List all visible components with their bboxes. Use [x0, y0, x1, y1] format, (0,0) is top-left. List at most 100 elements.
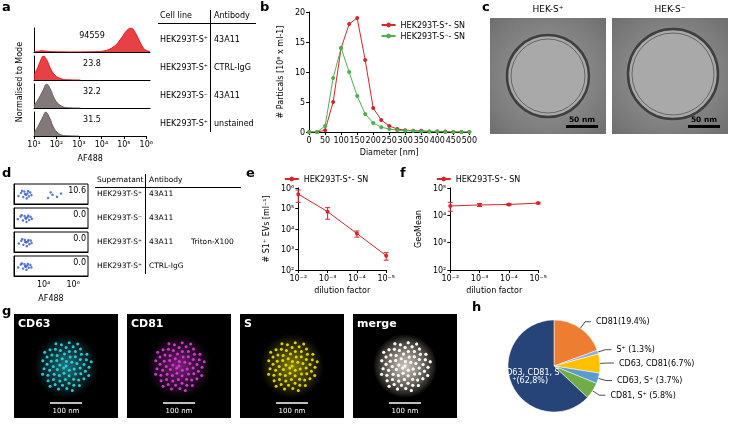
svg-text:CD63, S⁺ (3.7%): CD63, S⁺ (3.7%)	[617, 376, 682, 385]
svg-text:10⁻⁵: 10⁻⁵	[529, 274, 547, 283]
svg-text:HEK293T-S⁺- SN: HEK293T-S⁺- SN	[456, 175, 520, 184]
svg-text:S⁺ (1.3%): S⁺ (1.3%)	[616, 345, 654, 354]
svg-text:Normalised to Mode: Normalised to Mode	[15, 42, 24, 122]
svg-text:AF488: AF488	[38, 294, 63, 303]
svg-text:10⁶: 10⁶	[67, 280, 80, 289]
svg-text:10⁻²: 10⁻²	[441, 274, 459, 283]
html-text:HEK293T-S⁺: HEK293T-S⁺	[97, 261, 142, 271]
svg-text:10³: 10³	[433, 238, 446, 247]
svg-text:10⁻²: 10⁻²	[289, 274, 307, 283]
svg-text:10⁶: 10⁶	[281, 184, 294, 193]
svg-text:31.5: 31.5	[83, 115, 101, 124]
svg-text:# Particals [10⁸ x ml-1]: # Particals [10⁸ x ml-1]	[276, 26, 285, 119]
html-text:43A11: 43A11	[149, 213, 174, 223]
svg-text:10⁵: 10⁵	[117, 140, 130, 149]
svg-text:10³: 10³	[281, 245, 294, 254]
svg-text:10⁴: 10⁴	[433, 211, 446, 220]
svg-text:0: 0	[307, 136, 312, 145]
svg-text:10.6: 10.6	[68, 186, 86, 195]
html-text:Triton-X100: Triton-X100	[191, 237, 234, 247]
svg-text:10: 10	[295, 68, 305, 77]
html-text:HEK-S⁺: HEK-S⁺	[532, 4, 564, 14]
svg-text:100 nm: 100 nm	[279, 407, 306, 415]
svg-text:100 nm: 100 nm	[166, 407, 193, 415]
svg-text:CD63, CD81, S: CD63, CD81, S	[500, 367, 560, 377]
svg-text:10¹: 10¹	[27, 140, 40, 149]
svg-text:10⁻⁴: 10⁻⁴	[500, 274, 518, 283]
svg-text:GeoMean: GeoMean	[414, 210, 423, 248]
svg-text:⁺(62,8%): ⁺(62,8%)	[512, 376, 548, 385]
svg-text:10⁻³: 10⁻³	[319, 274, 337, 283]
svg-text:250: 250	[382, 136, 397, 145]
svg-text:23.8: 23.8	[83, 59, 101, 68]
svg-text:5: 5	[300, 98, 305, 107]
html-text:43A11: 43A11	[149, 237, 174, 247]
svg-text:200: 200	[366, 136, 381, 145]
html-text:b: b	[260, 0, 270, 14]
svg-text:10²: 10²	[432, 265, 447, 275]
svg-text:450: 450	[446, 136, 461, 145]
svg-text:100 nm: 100 nm	[392, 407, 419, 415]
svg-text:10⁻³: 10⁻³	[471, 274, 489, 283]
html-text:43A11: 43A11	[214, 35, 240, 44]
svg-text:HEK293T-S⁻- SN: HEK293T-S⁻- SN	[401, 32, 465, 41]
svg-text:10³: 10³	[72, 140, 85, 149]
html-text:43A11: 43A11	[149, 189, 174, 199]
svg-text:10⁻⁵: 10⁻⁵	[377, 274, 395, 283]
svg-text:Diameter [nm]: Diameter [nm]	[360, 148, 419, 157]
svg-text:dilution factor: dilution factor	[314, 286, 371, 295]
svg-text:HEK293T-S⁺- SN: HEK293T-S⁺- SN	[304, 175, 368, 184]
svg-text:S: S	[244, 317, 252, 330]
html-text:HEK-S⁻: HEK-S⁻	[654, 4, 686, 14]
svg-text:50 nm: 50 nm	[569, 115, 595, 124]
svg-text:10⁴: 10⁴	[281, 225, 294, 234]
svg-text:HEK293T-S⁺- SN: HEK293T-S⁺- SN	[401, 21, 465, 30]
html-text:h: h	[472, 299, 482, 314]
html-text:Antibody: Antibody	[214, 11, 250, 20]
svg-text:AF488: AF488	[77, 154, 102, 163]
svg-text:CD81: CD81	[131, 317, 164, 330]
svg-text:dilution factor: dilution factor	[466, 286, 523, 295]
svg-text:CD63, CD81(6.7%): CD63, CD81(6.7%)	[619, 359, 695, 368]
html-text:d: d	[2, 165, 12, 180]
svg-text:350: 350	[414, 136, 429, 145]
svg-text:10⁵: 10⁵	[433, 184, 446, 193]
svg-text:50 nm: 50 nm	[691, 115, 717, 124]
svg-text:15: 15	[295, 38, 305, 47]
svg-text:# S1⁺ EVs [ml⁻¹]: # S1⁺ EVs [ml⁻¹]	[262, 195, 271, 262]
html-text:a: a	[2, 0, 11, 14]
svg-text:0.0: 0.0	[73, 210, 86, 219]
svg-text:150: 150	[350, 136, 365, 145]
html-text:HEK293T-S⁺: HEK293T-S⁺	[160, 63, 208, 72]
svg-text:10⁴: 10⁴	[37, 280, 50, 289]
svg-text:0.0: 0.0	[73, 258, 86, 267]
svg-text:10⁵: 10⁵	[281, 204, 294, 213]
html-text:HEK293T-S⁺: HEK293T-S⁺	[160, 35, 208, 44]
svg-text:50: 50	[320, 136, 330, 145]
svg-text:0: 0	[300, 128, 305, 137]
svg-text:94559: 94559	[79, 31, 104, 40]
svg-text:400: 400	[430, 136, 445, 145]
html-text:Cell line: Cell line	[160, 11, 192, 20]
svg-text:10²: 10²	[50, 140, 63, 149]
svg-text:32.2: 32.2	[83, 87, 101, 96]
svg-text:CD81(19.4%): CD81(19.4%)	[596, 317, 650, 326]
svg-text:10⁴: 10⁴	[95, 140, 108, 149]
svg-text:10²: 10²	[280, 265, 295, 275]
html-text:CTRL-IgG: CTRL-IgG	[149, 261, 184, 271]
svg-text:0.0: 0.0	[73, 234, 86, 243]
html-text:HEK293T-S⁺: HEK293T-S⁺	[97, 237, 142, 247]
svg-text:merge: merge	[357, 317, 397, 330]
svg-text:CD63: CD63	[18, 317, 51, 330]
svg-text:500: 500	[462, 136, 477, 145]
html-text:HEK293T-S⁺: HEK293T-S⁺	[97, 189, 142, 199]
svg-text:100 nm: 100 nm	[53, 407, 80, 415]
svg-text:300: 300	[398, 136, 413, 145]
svg-text:20: 20	[295, 8, 305, 17]
html-text:HEK293T-S⁻: HEK293T-S⁻	[97, 213, 142, 223]
html-text:g: g	[2, 303, 12, 318]
svg-text:10⁻⁴: 10⁻⁴	[348, 274, 366, 283]
svg-text:100: 100	[333, 136, 348, 145]
svg-text:10⁶: 10⁶	[140, 140, 153, 149]
svg-text:CD81, S⁺ (5.8%): CD81, S⁺ (5.8%)	[610, 391, 675, 400]
